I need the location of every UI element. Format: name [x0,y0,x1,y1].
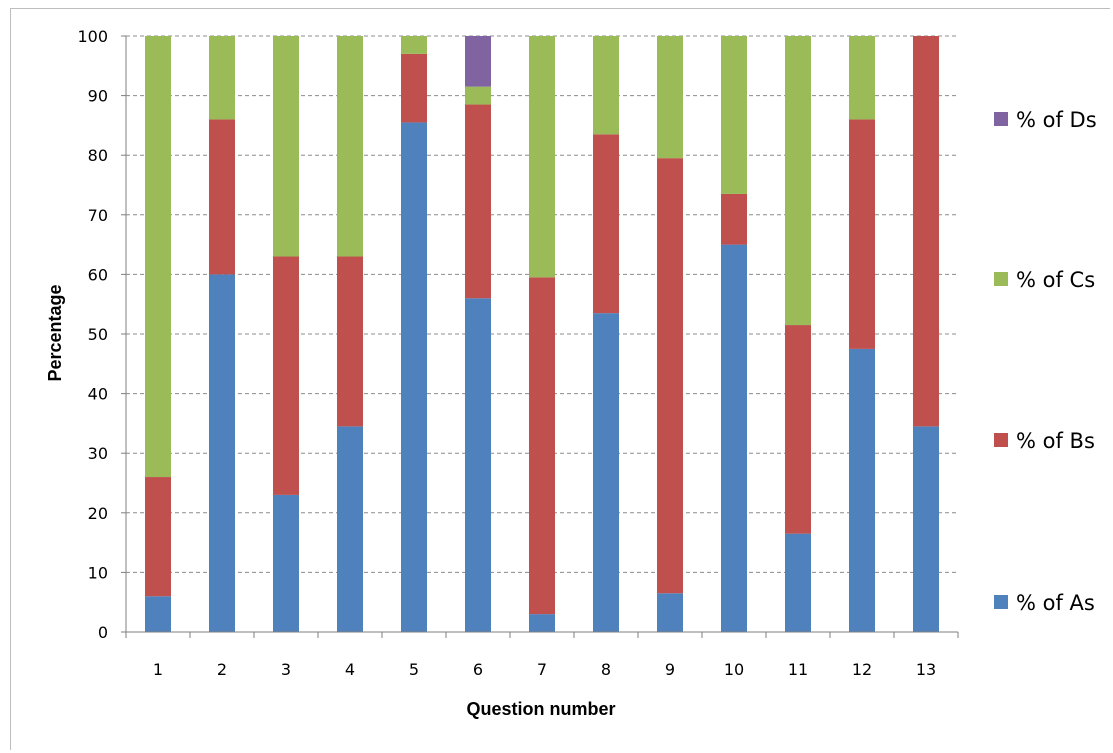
y-tick-label: 40 [88,385,108,404]
bar-segment [593,313,619,632]
y-tick-label: 20 [88,504,108,523]
bar-segment [465,298,491,632]
y-tick-label: 100 [77,27,108,46]
bar-segment [273,36,299,257]
bar-segment [849,36,875,120]
x-tick-label: 9 [665,660,675,679]
bar-segment [529,614,555,632]
bar-segment [401,36,427,54]
bar-segment [721,244,747,632]
bar-segment [593,36,619,135]
bar-segment [785,325,811,534]
bar-segment [657,36,683,159]
bar-segment [913,426,939,632]
bar-segment [849,119,875,349]
legend-swatch [994,595,1008,609]
bar-segment [785,533,811,632]
y-tick-label: 0 [98,623,108,642]
x-tick-labels: 1 2 3 4 5 6 7 8 9 10 11 12 13 [125,632,959,679]
legend-swatch [994,112,1008,126]
legend-label: % of As [1016,591,1095,615]
bar-segment [849,348,875,632]
bar-segment [145,596,171,632]
x-tick-label: 5 [409,660,419,679]
y-tick-label: 50 [88,325,108,344]
bar-segment [273,494,299,632]
y-tick-label: 80 [88,146,108,165]
legend: % of Ds % of Cs % of Bs % of As [994,108,1097,615]
chart-frame [10,8,1110,750]
bar-segment [529,36,555,278]
bar-segment [913,36,939,427]
bar-segment [657,158,683,594]
bar-segment [337,426,363,632]
bar-segment [465,36,491,87]
legend-label: % of Cs [1016,268,1095,292]
y-tick-label: 60 [88,265,108,284]
x-tick-label: 4 [345,660,355,679]
y-tick-labels: 0 10 20 30 40 50 60 70 80 90 100 [77,27,126,642]
bar-segment [145,477,171,597]
bar-segment [337,36,363,257]
y-tick-label: 90 [88,87,108,106]
x-tick-label: 7 [537,660,547,679]
bar-segment [465,104,491,299]
x-tick-label: 1 [153,660,163,679]
bar-segment [401,53,427,123]
y-tick-label: 10 [88,563,108,582]
bar-segment [593,134,619,314]
legend-swatch [994,272,1008,286]
bar-segment [785,36,811,326]
legend-label: % of Ds [1016,108,1097,132]
x-tick-label: 10 [724,660,744,679]
bars [145,36,939,633]
y-axis-title: Percentage [45,284,65,381]
bar-segment [209,274,235,632]
legend-label: % of Bs [1016,429,1095,453]
x-tick-label: 2 [217,660,227,679]
y-tick-label: 30 [88,444,108,463]
bar-segment [145,36,171,478]
x-tick-label: 3 [281,660,291,679]
x-tick-label: 6 [473,660,483,679]
bar-segment [465,86,491,105]
bar-segment [529,277,555,615]
x-tick-label: 11 [788,660,808,679]
bar-segment [721,36,747,194]
bar-segment [337,256,363,427]
bar-segment [209,119,235,275]
legend-swatch [994,433,1008,447]
x-tick-label: 13 [916,660,936,679]
bar-segment [657,593,683,632]
bar-segment [209,36,235,120]
bar-segment [721,193,747,245]
x-tick-label: 8 [601,660,611,679]
y-tick-label: 70 [88,206,108,225]
x-axis-title: Question number [466,699,615,719]
bar-segment [401,122,427,633]
bar-segment [273,256,299,495]
x-tick-label: 12 [852,660,872,679]
